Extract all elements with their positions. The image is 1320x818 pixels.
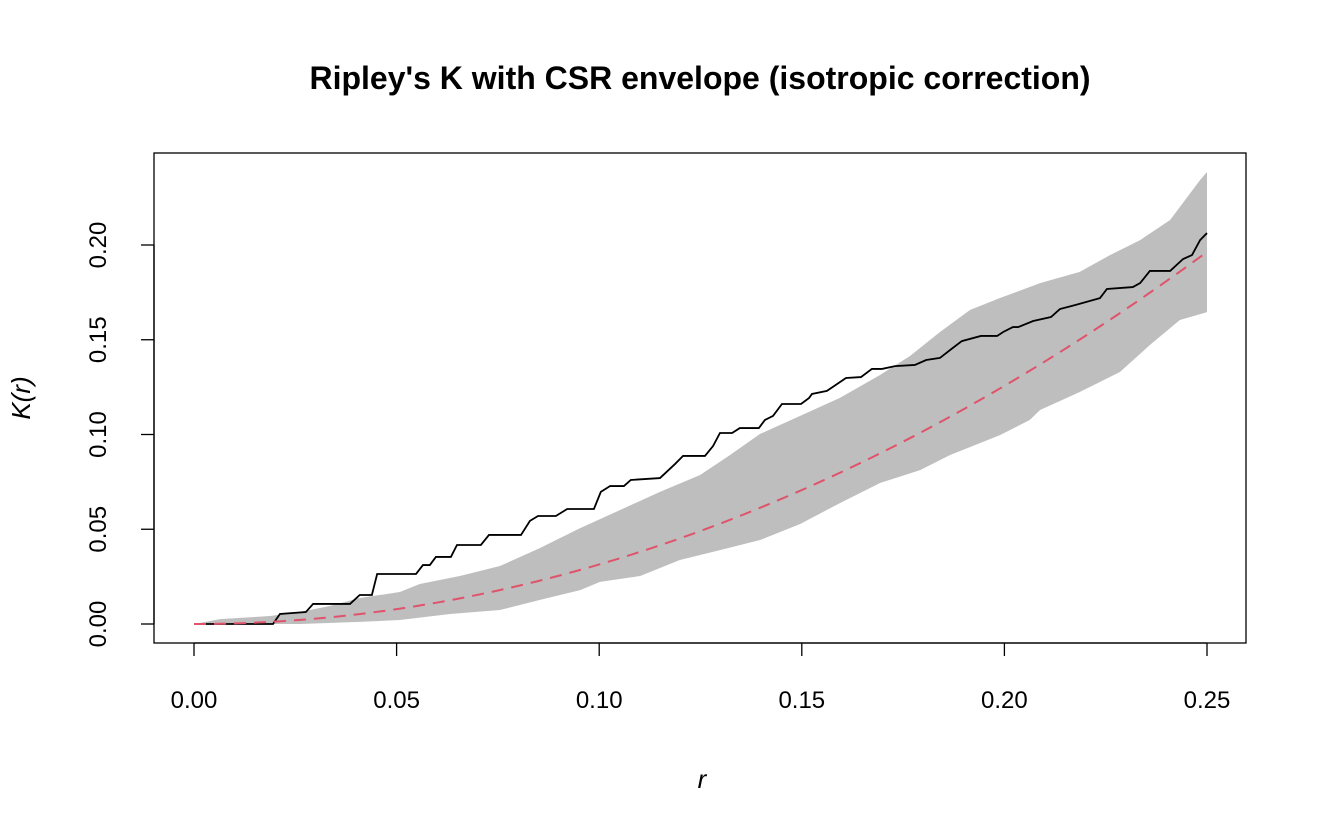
- csr-envelope: [194, 172, 1207, 625]
- chart-title: Ripley's K with CSR envelope (isotropic …: [309, 60, 1090, 96]
- y-axis: 0.00 0.05 0.10 0.15 0.20: [85, 222, 155, 648]
- x-tick-label: 0.20: [981, 687, 1028, 714]
- x-tick-label: 0.00: [171, 687, 218, 714]
- x-tick-label: 0.25: [1184, 687, 1231, 714]
- y-axis-label: K(r): [6, 376, 36, 419]
- y-tick-label: 0.20: [85, 222, 112, 269]
- y-tick-label: 0.00: [85, 601, 112, 648]
- x-axis: 0.00 0.05 0.10 0.15 0.20 0.25: [171, 642, 1231, 714]
- observed-k-line: [194, 232, 1208, 625]
- x-axis-label: r: [698, 764, 708, 794]
- y-tick-label: 0.10: [85, 411, 112, 458]
- x-tick-label: 0.10: [576, 687, 623, 714]
- x-tick-label: 0.05: [373, 687, 420, 714]
- x-tick-label: 0.15: [778, 687, 825, 714]
- y-tick-label: 0.15: [85, 316, 112, 363]
- plot-frame: [153, 152, 1247, 644]
- plot-area: [193, 172, 1208, 625]
- y-tick-label: 0.05: [85, 506, 112, 553]
- theoretical-k-line: [193, 251, 1208, 625]
